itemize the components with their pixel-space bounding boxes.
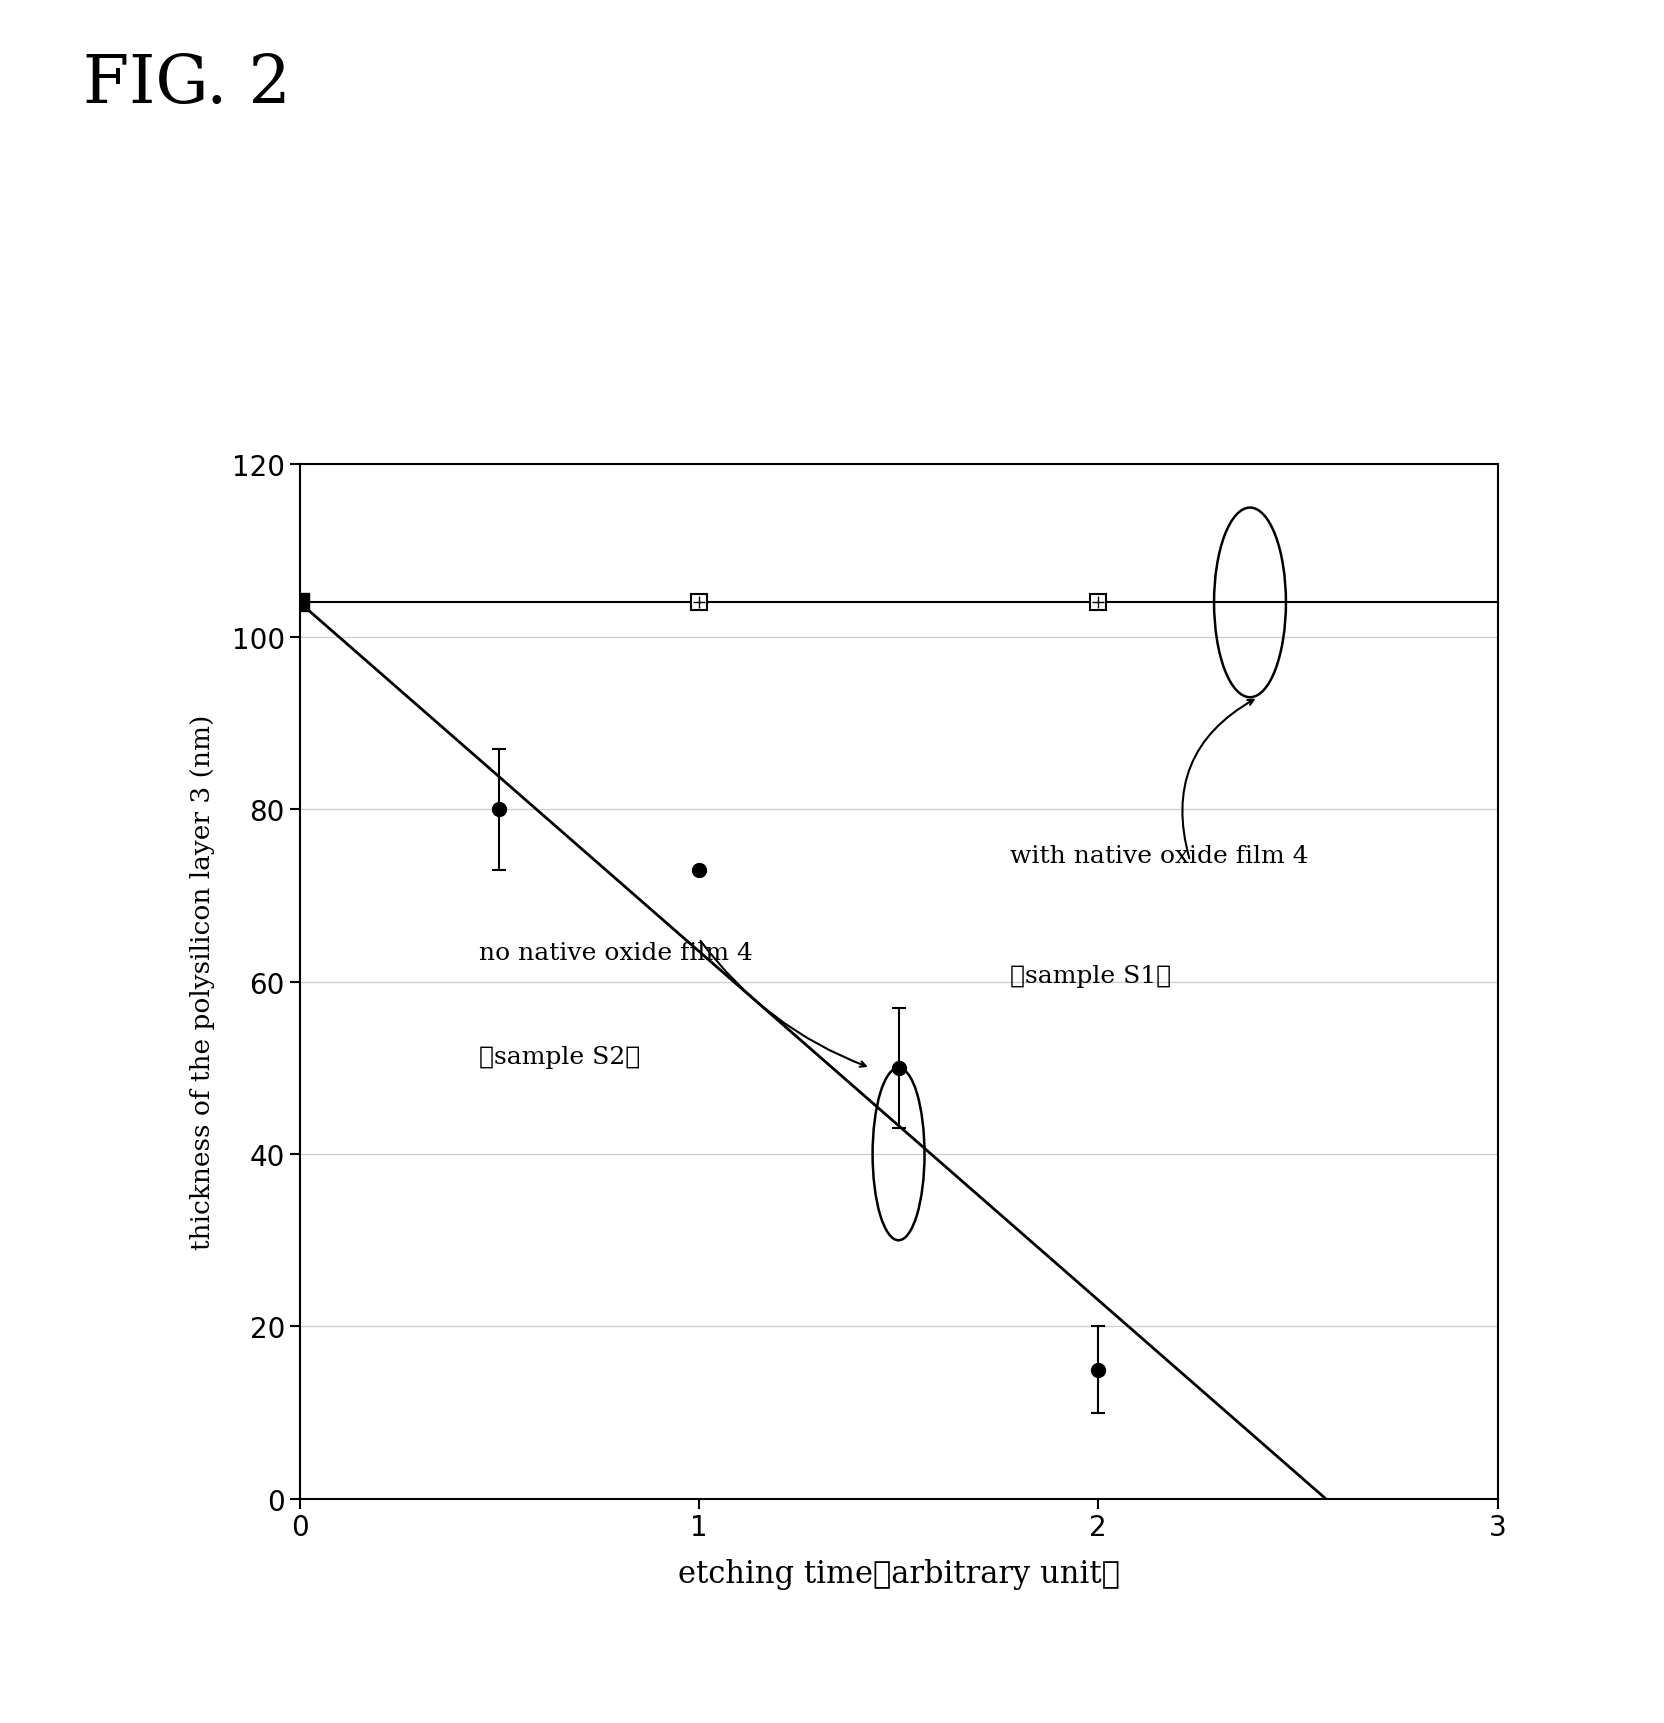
Text: no native oxide film 4: no native oxide film 4	[479, 942, 754, 965]
Y-axis label: thickness of the polysilicon layer 3 (nm): thickness of the polysilicon layer 3 (nm…	[190, 715, 215, 1249]
X-axis label: etching time（arbitrary unit）: etching time（arbitrary unit）	[677, 1558, 1120, 1589]
Text: with native oxide film 4: with native oxide film 4	[1010, 844, 1310, 867]
Text: （sample S2）: （sample S2）	[479, 1046, 641, 1068]
Text: （sample S1）: （sample S1）	[1010, 965, 1171, 987]
Text: FIG. 2: FIG. 2	[83, 52, 291, 117]
